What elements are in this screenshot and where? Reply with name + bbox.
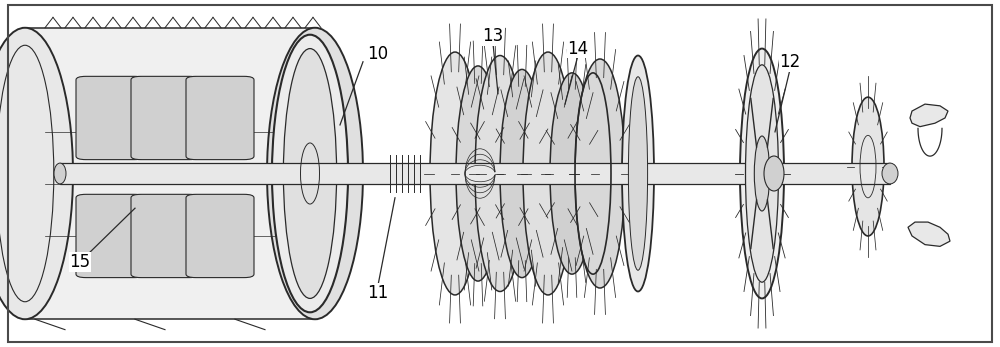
Polygon shape — [910, 104, 948, 127]
FancyBboxPatch shape — [131, 194, 199, 278]
Ellipse shape — [0, 28, 73, 319]
Ellipse shape — [628, 77, 648, 270]
Ellipse shape — [523, 52, 573, 295]
Text: 10: 10 — [367, 45, 389, 63]
Polygon shape — [908, 222, 950, 246]
Text: 11: 11 — [367, 284, 389, 302]
FancyBboxPatch shape — [131, 76, 199, 160]
Bar — [60, 163, 890, 184]
FancyBboxPatch shape — [186, 194, 254, 278]
Text: 13: 13 — [482, 27, 504, 45]
Ellipse shape — [764, 156, 784, 191]
Polygon shape — [25, 28, 315, 319]
Ellipse shape — [852, 97, 884, 236]
Ellipse shape — [475, 56, 525, 291]
Ellipse shape — [430, 52, 480, 295]
FancyBboxPatch shape — [76, 76, 144, 160]
Ellipse shape — [283, 49, 337, 298]
Ellipse shape — [622, 56, 654, 291]
Ellipse shape — [740, 49, 784, 298]
Ellipse shape — [550, 73, 594, 274]
Text: 12: 12 — [779, 53, 801, 71]
Text: 15: 15 — [69, 253, 91, 271]
FancyBboxPatch shape — [186, 76, 254, 160]
Ellipse shape — [882, 163, 898, 184]
Ellipse shape — [500, 69, 544, 278]
Ellipse shape — [267, 28, 363, 319]
Ellipse shape — [272, 35, 348, 312]
Ellipse shape — [456, 66, 500, 281]
Ellipse shape — [746, 65, 778, 282]
Ellipse shape — [754, 136, 770, 211]
Ellipse shape — [54, 163, 66, 184]
Ellipse shape — [575, 59, 625, 288]
FancyBboxPatch shape — [76, 194, 144, 278]
Text: 14: 14 — [567, 40, 589, 58]
